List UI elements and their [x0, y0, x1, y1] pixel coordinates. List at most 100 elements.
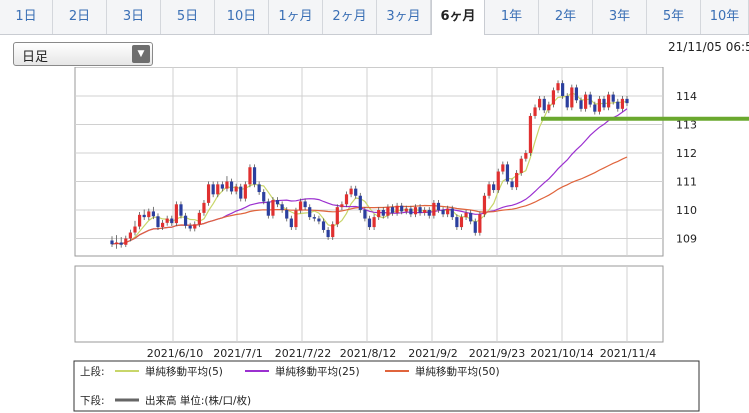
candle	[147, 208, 151, 220]
candle-body	[110, 240, 114, 245]
candle	[211, 181, 215, 198]
candle-body	[179, 204, 183, 216]
candle-body	[188, 225, 192, 229]
candle	[418, 204, 422, 216]
tab-12[interactable]: 3年	[593, 0, 647, 34]
candle	[344, 191, 349, 208]
candle-body	[441, 210, 445, 215]
tab-11[interactable]: 2年	[539, 0, 593, 34]
candle	[469, 210, 473, 225]
tab-3[interactable]: 3日	[107, 0, 161, 34]
candle	[340, 201, 344, 210]
candle	[165, 215, 169, 226]
candle-body	[174, 204, 178, 224]
date-tick-label: 2021/10/14	[530, 347, 593, 360]
date-tick-label: 2021/7/22	[275, 347, 331, 360]
candle-body	[298, 201, 303, 211]
candle-body	[114, 242, 119, 245]
candle	[478, 211, 482, 236]
period-select[interactable]: 日足 ▼	[13, 42, 153, 66]
candle-body	[262, 192, 266, 202]
legend: 上段: 単純移動平均(5) 単純移動平均(25) 単純移動平均(50) 下段: 出来高 単…	[73, 360, 700, 412]
tab-7[interactable]: 2ヶ月	[323, 0, 377, 34]
candle-body	[386, 207, 390, 216]
candle	[349, 185, 353, 198]
candle	[390, 204, 395, 216]
candle	[556, 80, 560, 94]
candle	[400, 202, 404, 215]
candle	[248, 164, 252, 188]
candle	[597, 96, 602, 115]
candle	[607, 91, 611, 111]
candle-body	[556, 83, 560, 91]
candle-body	[597, 98, 602, 112]
candle	[312, 214, 316, 222]
candle-body	[409, 208, 413, 215]
candle-body	[331, 224, 335, 238]
candle	[579, 97, 583, 112]
tab-5[interactable]: 10日	[215, 0, 269, 34]
candle	[114, 235, 119, 249]
tab-2[interactable]: 2日	[53, 0, 107, 34]
candle	[119, 237, 123, 248]
candle	[367, 215, 372, 230]
candle-body	[551, 90, 556, 105]
tab-9[interactable]: 6ヶ月	[431, 0, 485, 35]
candle-body	[487, 184, 491, 196]
candle	[271, 197, 275, 219]
price-axis: 109 110 111 112 113 114	[676, 90, 697, 246]
candle-body	[395, 205, 399, 213]
candle-body	[496, 171, 500, 191]
candle-body	[574, 87, 579, 101]
candle	[436, 200, 441, 213]
candle-body	[156, 216, 160, 228]
tab-14[interactable]: 10年	[701, 0, 749, 34]
tab-4[interactable]: 5日	[161, 0, 215, 34]
candle-body	[505, 164, 510, 182]
candle	[616, 98, 620, 112]
candle	[423, 207, 427, 216]
candle-body	[588, 94, 592, 105]
tab-8[interactable]: 3ヶ月	[377, 0, 431, 34]
candle-body	[561, 83, 565, 96]
candle	[197, 210, 201, 228]
period-tabs: 1日 2日 3日 5日 10日 1ヶ月 2ヶ月 3ヶ月 6ヶ月 1年 2年 3年 5年 10年	[0, 0, 749, 35]
candle-body	[147, 211, 151, 218]
candle	[602, 96, 606, 111]
candle	[538, 96, 542, 111]
candle	[492, 181, 496, 193]
date-tick-label: 2021/8/12	[340, 347, 396, 360]
candle-body	[280, 204, 284, 210]
tab-13[interactable]: 5年	[647, 0, 701, 34]
candle	[243, 181, 247, 202]
date-tick-label: 2021/7/1	[213, 347, 262, 360]
legend-lower-label: 下段:	[80, 394, 105, 407]
candle-body	[289, 218, 293, 228]
date-tick-label: 2021/9/23	[469, 347, 525, 360]
candle-body	[616, 101, 620, 109]
candle	[289, 215, 293, 230]
candle	[404, 205, 408, 215]
candle	[193, 221, 197, 232]
candle-body	[390, 207, 395, 213]
candle	[409, 205, 413, 218]
candle-body	[294, 210, 298, 228]
candle	[542, 96, 546, 114]
candle-body	[239, 186, 243, 199]
tab-6[interactable]: 1ヶ月	[269, 0, 323, 34]
candle-body	[400, 205, 404, 212]
candle	[547, 101, 551, 114]
candle-body	[124, 238, 128, 245]
candle	[395, 202, 399, 216]
candle-body	[349, 188, 353, 195]
candle	[496, 168, 500, 193]
tab-1[interactable]: 1日	[0, 0, 53, 34]
price-tick-label: 114	[676, 90, 697, 103]
candle	[450, 205, 454, 220]
candle	[262, 189, 266, 205]
candle-body	[335, 207, 339, 225]
candle	[188, 222, 192, 232]
chevron-down-icon[interactable]: ▼	[132, 45, 150, 63]
candle-body	[427, 210, 431, 216]
tab-10[interactable]: 1年	[485, 0, 539, 34]
